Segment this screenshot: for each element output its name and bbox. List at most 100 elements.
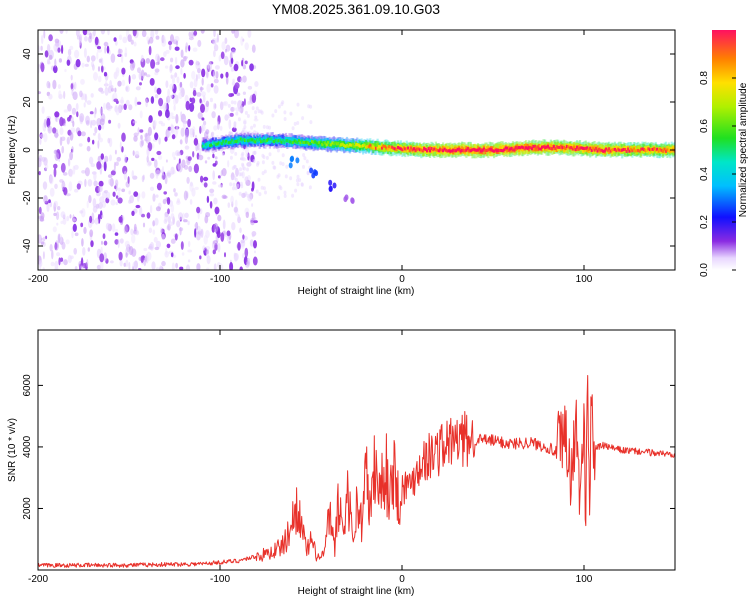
noise-blob — [196, 263, 201, 270]
carrier-cell — [590, 148, 593, 152]
noise-blob — [212, 170, 215, 181]
carrier-cell — [612, 148, 615, 152]
carrier-cell — [670, 149, 673, 153]
noise-blob — [114, 40, 118, 46]
carrier-cell — [491, 149, 494, 153]
carrier-cell — [319, 141, 322, 145]
carrier-cell — [308, 142, 311, 146]
noise-blob — [154, 86, 157, 93]
noise-blob — [103, 240, 108, 246]
noise-blob — [124, 154, 127, 164]
carrier-cell — [503, 148, 506, 152]
noise-blob — [154, 132, 159, 141]
carrier-cell — [469, 149, 472, 153]
carrier-cell — [477, 148, 480, 152]
carrier-cell — [328, 140, 331, 146]
noise-blob — [244, 130, 248, 135]
noise-blob — [99, 107, 103, 115]
noise-blob — [168, 44, 172, 51]
noise-blob — [158, 155, 163, 160]
carrier-cell — [468, 148, 471, 152]
noise-blob — [170, 57, 174, 63]
noise-blob — [80, 265, 85, 269]
carrier-cell — [249, 138, 252, 142]
noise-blob — [104, 190, 108, 194]
noise-blob — [166, 170, 172, 178]
noise-blob — [156, 182, 162, 191]
noise-blob — [236, 92, 241, 97]
noise-blob — [224, 252, 226, 258]
noise-blob — [152, 220, 156, 227]
y-tick-label: 6000 — [22, 374, 33, 397]
noise-blob — [194, 228, 197, 238]
noise-blob — [245, 211, 249, 218]
noise-blob — [216, 33, 219, 43]
noise-blob — [125, 99, 130, 106]
noise-blob — [101, 65, 104, 73]
carrier-cell — [414, 148, 417, 152]
noise-blob — [139, 129, 144, 133]
noise-blob — [189, 199, 193, 205]
noise-blob — [70, 74, 73, 81]
carrier-cell — [538, 144, 541, 151]
noise-blob — [175, 150, 180, 157]
noise-blob — [241, 156, 245, 161]
carrier-cell — [302, 141, 305, 144]
noise-blob — [233, 206, 238, 213]
noise-blob — [155, 35, 160, 40]
noise-blob — [154, 159, 158, 169]
noise-blob — [236, 169, 240, 174]
noise-blob — [114, 149, 117, 155]
noise-blob — [156, 87, 162, 95]
noise-blob — [59, 30, 64, 34]
noise-blob — [82, 30, 88, 36]
noise-blob — [84, 63, 89, 67]
noise-blob — [61, 44, 64, 55]
noise-blob — [131, 210, 135, 216]
noise-blob — [244, 191, 248, 196]
carrier-cell — [404, 147, 407, 151]
noise-blob — [230, 67, 234, 72]
carrier-cell — [580, 146, 583, 150]
noise-blob — [244, 247, 249, 258]
noise-blob — [262, 124, 266, 129]
noise-blob — [142, 174, 145, 181]
noise-blob — [78, 37, 82, 46]
noise-blob — [74, 81, 77, 90]
noise-blob — [146, 147, 150, 157]
colorbar-tick-label: 0.0 — [699, 263, 710, 277]
carrier-cell — [338, 144, 341, 148]
noise-blob — [178, 81, 183, 92]
noise-blob — [201, 77, 204, 86]
carrier-cell — [350, 143, 353, 147]
carrier-cell — [303, 140, 306, 144]
noise-blob — [114, 239, 119, 245]
noise-blob — [214, 206, 220, 215]
carrier-cell — [663, 147, 666, 151]
noise-blob — [79, 210, 84, 214]
noise-blob — [54, 111, 60, 118]
carrier-cell — [463, 149, 467, 153]
noise-blob — [110, 170, 116, 176]
carrier-cell — [312, 140, 315, 144]
carrier-cell — [510, 146, 513, 150]
noise-blob — [160, 227, 163, 235]
carrier-cell — [564, 147, 567, 151]
carrier-cell — [532, 145, 535, 152]
carrier-cell — [513, 148, 516, 152]
carrier-cell — [576, 145, 579, 149]
noise-blob — [183, 190, 188, 201]
noise-blob — [78, 143, 83, 147]
noise-blob — [243, 120, 247, 125]
noise-blob — [241, 151, 245, 156]
noise-blob — [306, 170, 310, 175]
carrier-cell — [555, 145, 558, 149]
noise-blob — [41, 34, 44, 45]
noise-blob — [127, 176, 130, 184]
noise-blob — [118, 251, 123, 261]
noise-blob — [148, 45, 152, 56]
noise-blob — [100, 30, 106, 35]
noise-blob — [93, 110, 97, 119]
noise-blob — [133, 135, 138, 142]
carrier-cell — [608, 147, 611, 151]
